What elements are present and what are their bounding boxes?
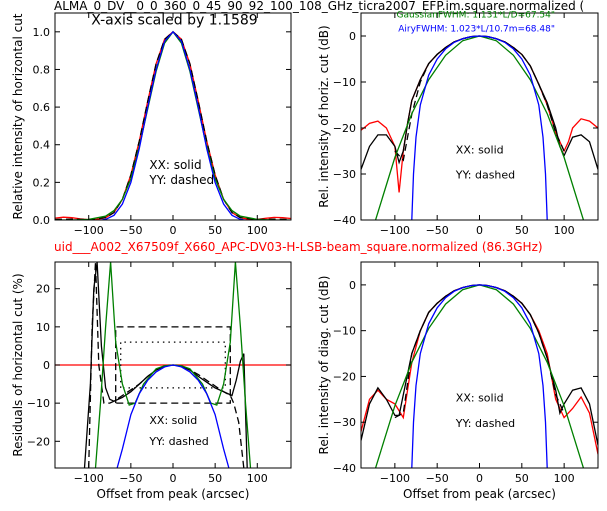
x-tick-label: 50 [208,224,222,237]
x-tick-label: 50 [515,224,529,237]
annotation-text: YY: dashed [148,435,208,448]
y-axis-label: Relative intensity of horizontal cut [11,13,25,219]
y-tick-label: 10 [36,321,50,334]
series-line-6 [116,364,230,468]
series-group [361,35,598,220]
y-tick-label: −20 [333,122,356,135]
x-tick-label: 50 [208,472,222,485]
x-tick-label: 100 [247,224,268,237]
y-tick-label: −10 [333,76,356,89]
annotation-text: XX: solid [149,158,201,172]
sub-title: uid___A002_X67509f_X660_APC-DV03-H-LSB-b… [54,240,543,254]
series-line-2 [120,341,226,389]
series-line-4 [411,35,548,220]
y-tick-label: 0.6 [33,101,51,114]
y-tick-label: 0.8 [33,63,51,76]
y-tick-label: 1.0 [33,26,51,39]
series-group [361,284,598,468]
y-tick-label: 0 [43,359,50,372]
y-axis-label: Rel. intensity of diag. cut (dB) [317,276,331,455]
x-tick-label: −100 [74,224,104,237]
plot-frame [360,261,599,469]
x-tick-label: −100 [380,224,410,237]
annotation-text: X-axis scaled by 1.1589 [91,12,257,28]
y-tick-label: 0.0 [33,214,51,227]
main-title: ALMA_0_DV__0_0_360_0_45_90_92_100_108_GH… [54,0,584,13]
annotation-text: YY: dashed [148,173,214,187]
x-tick-label: −50 [426,472,449,485]
x-tick-label: 100 [554,224,575,237]
y-tick-label: −40 [333,462,356,475]
panels: −100 −50 0 50 1000.00.20.40.60.81.0Relative … [11,11,599,501]
series-line-4 [88,262,245,468]
series-line-1 [115,326,231,404]
y-tick-label: −30 [333,168,356,181]
annotation-text: GaussianFWHM: 1.131*L/D=67.54" [397,11,555,21]
x-tick-label: 0 [170,472,177,485]
series-line-3 [101,30,245,220]
series-line-2 [394,284,565,419]
y-axis-label: Residuals of horizontal cut (%) [11,273,25,456]
plot-frame [360,12,599,221]
annotation-text: AiryFWHM: 1.023*L/10.7m=68.48" [398,24,555,34]
annotation-text: XX: solid [456,143,504,156]
annotation-text: YY: dashed [455,169,515,182]
plot-frame [54,12,292,221]
series-group [55,30,291,220]
x-tick-label: 100 [247,472,268,485]
x-tick-label: −50 [119,224,142,237]
y-tick-label: 0 [349,30,356,43]
y-axis-label: Rel. intensity of horiz. cut (dB) [317,25,331,207]
x-tick-label: −100 [74,472,104,485]
x-tick-label: −100 [380,472,410,485]
y-tick-label: −20 [27,435,50,448]
panel-top-left: −100 −50 0 50 100 0.0 0.2 0.4 0.6 0.8 1.0 Relative … [11,12,292,237]
annotation-text: XX: solid [149,414,197,427]
y-tick-label: 0 [349,279,356,292]
series-line-0 [55,30,291,220]
annotation-text: YY: dashed [455,417,515,430]
series-line-4 [411,284,548,468]
y-tick-label: −10 [27,397,50,410]
y-tick-label: −20 [333,370,356,383]
series-line-2 [55,30,291,220]
x-tick-label: 50 [515,472,529,485]
series-line-1 [55,30,291,220]
series-line-3 [374,35,585,220]
y-tick-label: −40 [333,214,356,227]
x-tick-label: −50 [426,224,449,237]
x-tick-label: 0 [170,224,177,237]
x-tick-label: 0 [476,472,483,485]
series-line-3 [374,284,585,468]
annotation-text: XX: solid [456,392,504,405]
x-tick-label: 100 [554,472,575,485]
x-tick-label: 0 [476,224,483,237]
y-tick-label: 0.4 [33,139,51,152]
y-tick-label: 0.2 [33,176,51,189]
series-group [55,262,291,468]
y-tick-label: 20 [36,283,50,296]
y-tick-label: −30 [333,416,356,429]
series-line-2 [394,35,565,162]
x-axis-label: Offset from peak (arcsec) [97,487,250,501]
x-axis-label: Offset from peak (arcsec) [403,487,556,501]
y-tick-label: −10 [333,325,356,338]
x-tick-label: −50 [119,472,142,485]
